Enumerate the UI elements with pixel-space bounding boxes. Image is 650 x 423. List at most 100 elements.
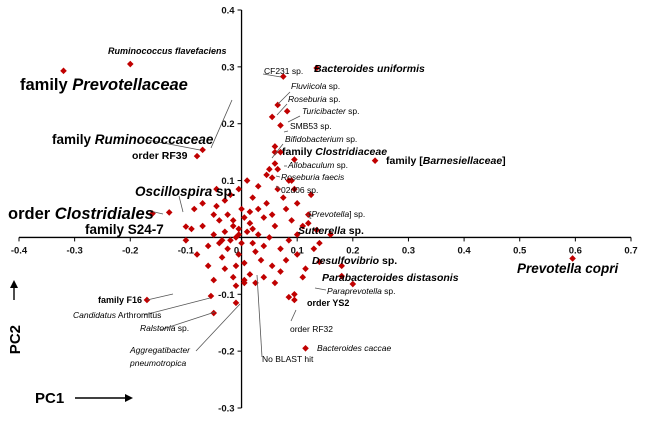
data-point (252, 248, 259, 255)
point-label-part: Fluviicola (291, 81, 327, 91)
point-label-part: Bifidobacterium (285, 134, 344, 144)
data-point (224, 211, 231, 218)
data-point (282, 256, 290, 264)
axes: -0.4 -0.3 -0.2 -0.1 0 0.1 0.2 0.3 0.4 0.5 0.6 0.7 -0… (11, 6, 638, 415)
labeled-data-point (149, 210, 156, 217)
point-label-part: 02d06 sp. (281, 185, 318, 195)
point-label: family [Barnesiellaceae] (386, 155, 506, 167)
point-label-part: order RF39 (132, 150, 188, 162)
leader-line (271, 143, 284, 159)
data-point (263, 171, 270, 179)
point-label: Aggregatibacter (129, 345, 191, 355)
data-point (263, 200, 270, 207)
data-point (277, 268, 284, 275)
y-tick-label: 0.2 (221, 119, 234, 130)
data-point (252, 279, 259, 287)
point-label-part: sp. (344, 134, 358, 144)
point-label: No BLAST hit (262, 354, 314, 364)
labeled-data-point (291, 156, 298, 163)
x-tick-label: -0.3 (66, 245, 82, 256)
data-point (204, 242, 212, 250)
point-label-part: Bacteroides uniformis (314, 63, 425, 75)
data-point (241, 214, 248, 221)
labeled-data-point (569, 255, 576, 262)
y-axis-title: PC2 (7, 325, 24, 354)
point-label-part: SMB53 sp. (290, 121, 332, 131)
data-point (246, 219, 254, 227)
data-point (235, 225, 243, 233)
data-point (235, 185, 243, 193)
labeled-data-point (274, 101, 282, 109)
point-label-part: Ruminococcus flavefaciens (108, 46, 227, 56)
data-point (305, 211, 312, 218)
point-label-part: family (282, 146, 315, 158)
point-label-part: sp. (334, 160, 348, 170)
point-label-part: Roseburia faecis (281, 172, 345, 182)
data-point (199, 200, 206, 207)
data-point (254, 182, 262, 190)
labeled-data-point (271, 148, 279, 156)
data-point (271, 160, 279, 167)
labeled-data-point (60, 67, 67, 75)
data-point (307, 191, 315, 199)
data-point (210, 211, 218, 218)
leader-line (210, 99, 233, 149)
data-point (227, 236, 234, 244)
data-point (235, 231, 243, 238)
point-label-part: Bacteroides caccae (317, 343, 391, 353)
labeled-data-point (268, 174, 276, 182)
point-label: Ralstonia sp. (140, 323, 189, 333)
point-label-part: Oscillospira (135, 184, 213, 199)
data-point (190, 205, 198, 213)
data-point (260, 214, 268, 221)
points (60, 60, 576, 352)
point-label: family S24-7 (85, 222, 164, 237)
point-label-part: CF231 sp. (264, 66, 303, 76)
data-point (277, 245, 284, 253)
x-tick-label: 0.2 (346, 245, 359, 256)
labeled-data-point (210, 309, 218, 317)
labeled-data-point (165, 209, 173, 216)
point-label: Allobaculum sp. (287, 160, 348, 170)
point-label: Paraprevotella sp. (327, 286, 396, 296)
point-label-part: family S24-7 (85, 222, 164, 237)
leader-line (314, 287, 327, 291)
point-label-part: Clostridiales (55, 205, 154, 223)
leader-line (195, 303, 241, 352)
point-label-part: ] sp. (349, 209, 365, 219)
point-label-part: family [ (386, 155, 423, 167)
x-tick-label: 0.3 (402, 245, 415, 256)
point-label-part: order (8, 205, 55, 223)
data-point (274, 185, 282, 193)
labeled-data-point (316, 258, 323, 266)
point-label: Prevotella copri (517, 261, 619, 276)
data-point (254, 231, 262, 238)
data-point (254, 205, 262, 213)
point-label-part: Prevotella (311, 209, 349, 219)
labeled-data-point (283, 107, 291, 115)
x-tick-label: 0.4 (457, 245, 471, 256)
y-tick-label: 0.3 (221, 62, 234, 73)
data-point (238, 205, 245, 213)
point-label: order RF32 (290, 324, 333, 334)
data-point (246, 271, 254, 278)
data-point (338, 262, 345, 270)
data-point (268, 262, 276, 270)
point-label-part: sp. (382, 286, 396, 296)
y-axis-arrowhead (10, 280, 18, 288)
data-point (282, 205, 290, 213)
leader-line (256, 274, 263, 358)
data-point (243, 177, 251, 184)
data-point (232, 234, 240, 241)
point-label-part: [ (309, 209, 312, 219)
data-point (224, 245, 231, 253)
labeled-data-point (349, 280, 357, 288)
data-point (210, 276, 218, 284)
point-label-part: sp. (212, 184, 235, 199)
point-label: Sutterella sp. (298, 225, 364, 237)
point-label: Roseburia sp. (288, 94, 340, 104)
data-point (246, 208, 254, 216)
labeled-data-point (207, 292, 215, 300)
axis-titles: PC2 PC1 (7, 280, 133, 407)
point-label-part: pneumotropica (129, 358, 187, 368)
